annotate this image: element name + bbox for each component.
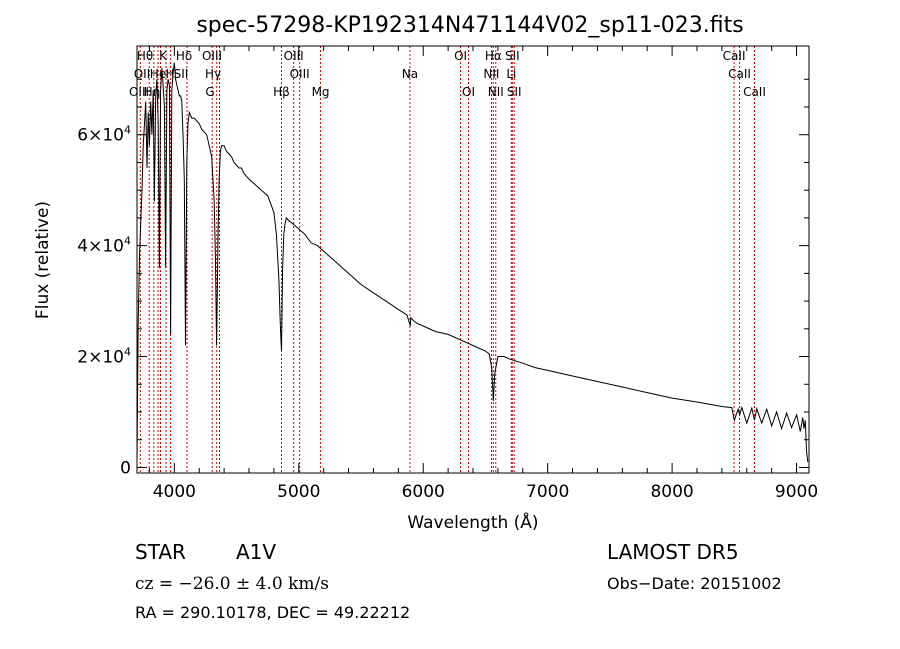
line-label: SII: [174, 67, 189, 81]
emission-line-markers: [139, 46, 755, 473]
line-label: He: [150, 67, 166, 81]
x-axis-ticks: 4000 5000 6000 7000 8000 9000: [148, 46, 818, 502]
line-label: SII: [505, 49, 520, 63]
line-label: SII: [507, 85, 522, 99]
y-tick-label: 4×104: [77, 235, 131, 257]
line-label: OI: [462, 85, 475, 99]
line-label: OIII: [290, 67, 310, 81]
y-axis-label: Flux (relative): [33, 201, 53, 319]
y-tick-base: 4×10: [77, 237, 124, 257]
line-label: Hδ: [176, 49, 192, 63]
line-label: Hα: [485, 49, 502, 63]
line-label: Hβ: [273, 85, 290, 99]
x-tick-label: 9000: [775, 482, 818, 502]
object-class: STAR: [135, 540, 186, 564]
line-label: OIII: [284, 49, 304, 63]
coordinates-radec: RA = 290.10178, DEC = 49.22212: [135, 603, 410, 622]
y-tick-base: 2×10: [77, 348, 124, 368]
x-tick-label: 4000: [153, 482, 196, 502]
line-label: NII: [488, 85, 504, 99]
y-tick-exponent: 4: [124, 235, 131, 248]
y-tick-base: 6×10: [77, 126, 124, 146]
y-tick-base: 0: [120, 458, 131, 478]
line-label: CaII: [723, 49, 746, 63]
emission-line-labels: HβOIIIOIIIMgNaOIOIHαNIINIISIILiSIICaIICa…: [129, 49, 766, 99]
y-tick-exponent: 4: [124, 346, 131, 359]
line-label: OII: [134, 67, 151, 81]
line-label: Na: [402, 67, 418, 81]
line-label: K: [159, 49, 168, 63]
line-label: Hθ: [137, 49, 153, 63]
x-tick-label: 8000: [650, 482, 693, 502]
chart-title: spec-57298-KP192314N471144V02_sp11-023.f…: [196, 13, 743, 38]
line-label: OIII: [202, 49, 222, 63]
line-label: Mg: [312, 85, 330, 99]
line-label: CaII: [728, 67, 751, 81]
plot-frame: [136, 45, 810, 474]
line-label: G: [205, 85, 214, 99]
y-tick-label: 6×104: [77, 124, 131, 146]
object-subclass: A1V: [236, 540, 276, 564]
y-tick-exponent: 4: [124, 124, 131, 137]
line-label: OI: [454, 49, 467, 63]
observation-date: Obs−Date: 20151002: [607, 574, 782, 593]
line-label: Li: [506, 67, 516, 81]
spectrum-line: [136, 62, 809, 462]
y-tick-label: 0: [120, 458, 131, 478]
y-tick-label: 2×104: [77, 346, 131, 368]
x-tick-label: 7000: [526, 482, 569, 502]
line-label: H: [165, 67, 174, 81]
x-axis-label: Wavelength (Å): [407, 511, 538, 533]
line-label: NII: [483, 67, 499, 81]
redshift-cz: cz = −26.0 ± 4.0 km/s: [135, 574, 329, 594]
x-tick-label: 6000: [402, 482, 445, 502]
line-label: CaII: [743, 85, 766, 99]
survey-release: LAMOST DR5: [607, 540, 739, 564]
line-label: Hγ: [205, 67, 221, 81]
line-label: OIII: [129, 85, 149, 99]
x-tick-label: 5000: [277, 482, 320, 502]
